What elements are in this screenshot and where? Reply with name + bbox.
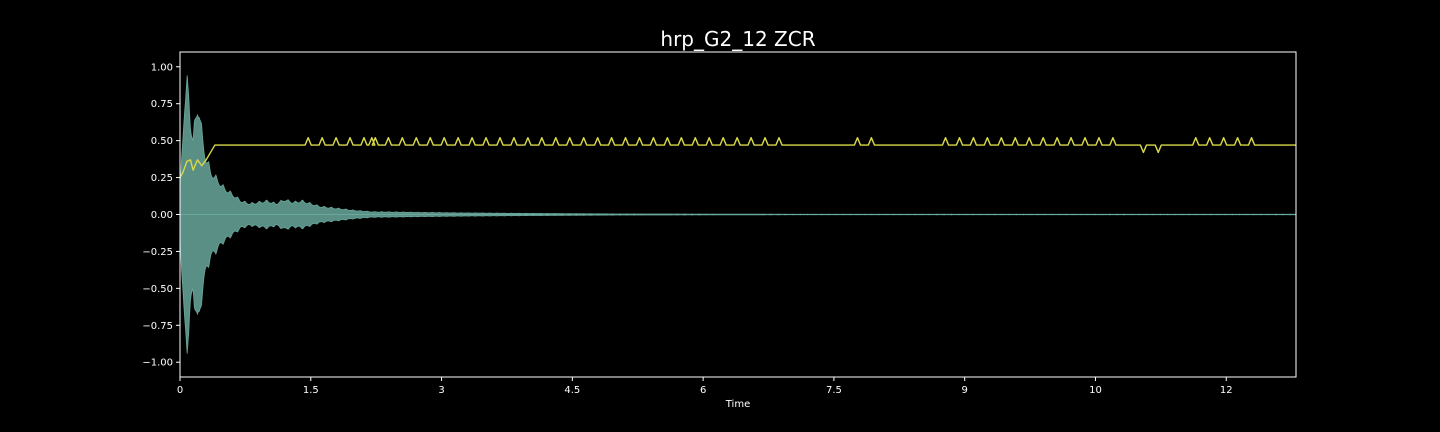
y-tick-label: −1.00	[142, 358, 173, 369]
x-tick-label: 7.5	[826, 385, 842, 396]
x-tick-label: 6	[700, 385, 706, 396]
x-tick-label: 10	[1089, 385, 1102, 396]
y-tick-label: 0.00	[151, 210, 173, 221]
x-tick-label: 1.5	[303, 385, 319, 396]
x-axis-label: Time	[725, 399, 750, 410]
zcr-series-line	[179, 136, 1296, 178]
x-tick-label: 3	[438, 385, 444, 396]
y-axis: 1.00 0.75 0.50 0.25 0.00 −0.25 −0.50 −0.75 −1.00	[142, 62, 180, 369]
y-tick-label: 0.75	[151, 99, 173, 110]
y-tick-label: −0.25	[142, 247, 173, 258]
x-tick-label: 4.5	[564, 385, 580, 396]
x-axis: 0 1.5 3 4.5 6 7.5 9 10 12	[177, 377, 1233, 396]
y-tick-label: 0.50	[151, 136, 173, 147]
y-tick-label: 1.00	[151, 62, 173, 73]
y-tick-label: −0.50	[142, 284, 173, 295]
y-tick-label: 0.25	[151, 173, 173, 184]
x-tick-label: 12	[1220, 385, 1233, 396]
chart-title: hrp_G2_12 ZCR	[660, 27, 815, 51]
x-tick-label: 9	[962, 385, 968, 396]
x-tick-label: 0	[177, 385, 183, 396]
y-tick-label: −0.75	[142, 321, 173, 332]
